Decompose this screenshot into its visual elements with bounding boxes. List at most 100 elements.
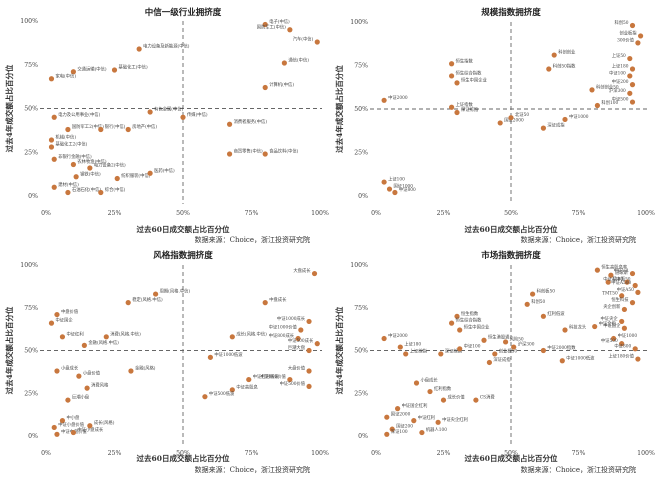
point-label: 道琼斯 <box>615 269 629 276</box>
point-label: 科技龙头 <box>569 323 587 330</box>
y-tick-label: 0% <box>28 433 38 440</box>
point-label: 恒生指数 <box>461 310 479 317</box>
point-label: 红利指数 <box>434 385 452 392</box>
data-point <box>392 189 398 196</box>
data-point <box>627 90 633 96</box>
data-point <box>59 334 66 340</box>
x-tick-label: 100% <box>637 210 655 217</box>
data-point <box>559 358 565 364</box>
data-point <box>298 327 304 333</box>
data-point <box>65 397 71 403</box>
data-point <box>125 126 131 133</box>
point-label: 机器人100 <box>426 426 447 433</box>
data-point <box>619 341 625 347</box>
point-label: 恒生高股息率 <box>601 264 627 271</box>
data-point <box>457 327 463 333</box>
point-label: 科创100 <box>601 99 618 106</box>
data-point <box>70 69 76 75</box>
x-tick-label: 25% <box>108 210 122 217</box>
data-point <box>48 137 55 143</box>
point-label: 国证1000 <box>394 183 414 190</box>
data-point <box>246 376 252 383</box>
data-point <box>147 109 153 115</box>
data-point <box>153 291 159 297</box>
point-label: 机械(中信) <box>55 134 76 141</box>
point-label: 中证A500 <box>611 279 631 286</box>
point-label: 汽车(中信) <box>293 36 314 43</box>
data-point <box>619 293 625 299</box>
data-point <box>54 311 60 318</box>
point-label: 中证100 <box>609 69 626 76</box>
data-point <box>454 80 460 86</box>
x-axis-label: 过去60日成交额占比百分位 <box>137 224 230 234</box>
data-point <box>287 27 293 33</box>
data-point <box>180 114 186 120</box>
data-point <box>48 144 55 150</box>
data-point <box>226 151 233 157</box>
point-label: 非银行金融(中信) <box>58 153 92 160</box>
y-tick-label: 25% <box>354 390 368 397</box>
chart-source: 数据来源：Choice，浙江投资研究院 <box>521 465 636 474</box>
x-tick-label: 100% <box>637 450 655 457</box>
data-point <box>306 368 312 374</box>
x-tick-label: 0% <box>41 450 51 457</box>
data-point <box>65 126 71 133</box>
point-label: 电力设备及新能源(中信) <box>143 43 190 50</box>
point-label: 中证500低波 <box>209 390 235 397</box>
x-tick-label: 75% <box>245 450 259 457</box>
data-point <box>262 21 268 28</box>
data-point <box>381 179 387 185</box>
data-point <box>262 84 268 91</box>
data-point <box>638 33 644 39</box>
data-point <box>386 186 393 192</box>
data-point <box>306 383 312 390</box>
data-point <box>403 351 409 357</box>
y-tick-label: 25% <box>24 390 38 397</box>
data-point <box>384 431 390 437</box>
data-point <box>594 102 601 109</box>
y-tick-label: 75% <box>24 305 38 312</box>
point-label: 中证1000低波 <box>214 351 243 358</box>
data-point <box>621 306 628 313</box>
point-label: 中证小盘价值 <box>58 421 84 428</box>
point-label: 中证小盘成长 <box>77 426 103 433</box>
data-point <box>635 356 641 362</box>
data-point <box>295 335 301 342</box>
data-point <box>530 291 536 297</box>
point-label: 中证2000 <box>388 332 408 339</box>
data-point <box>605 279 611 285</box>
y-tick-label: 0% <box>358 433 368 440</box>
point-label: 上证50 <box>612 52 626 59</box>
point-label: 上证100 <box>388 176 405 183</box>
point-label: 国证2000 <box>504 116 524 123</box>
data-point <box>202 394 208 400</box>
data-point <box>311 270 318 277</box>
point-label: 家电(中信) <box>55 72 76 79</box>
point-label: 银行(中信) <box>105 123 126 130</box>
y-tick-label: 0% <box>358 193 368 200</box>
data-point <box>629 99 636 105</box>
point-label: 金融(风格) <box>135 365 156 372</box>
point-label: 中证1000 <box>618 332 638 339</box>
point-label: 商贸零售(中信) <box>234 148 263 155</box>
point-label: 钢铁(中信) <box>80 170 101 177</box>
point-label: 中证800成长 <box>269 332 295 339</box>
point-label: 中证200 <box>612 78 629 85</box>
point-label: 小盘成长 <box>61 365 79 372</box>
point-label: 综合(中信) <box>105 186 126 193</box>
y-axis-label: 过去4年成交额占比百分位 <box>4 64 14 152</box>
point-label: 中证国企 <box>603 322 621 329</box>
x-tick-label: 25% <box>437 210 451 217</box>
data-point <box>629 270 636 277</box>
point-label: 中证1000低波 <box>566 354 595 361</box>
data-point <box>70 161 76 168</box>
data-point <box>87 423 93 429</box>
data-point <box>619 318 625 325</box>
point-label: 中证A100 <box>603 276 623 283</box>
point-label: 沪深300 <box>518 341 535 348</box>
point-label: 房地产(中信) <box>132 123 157 130</box>
data-point <box>562 116 568 123</box>
data-point <box>511 344 517 350</box>
x-tick-label: 75% <box>572 450 586 457</box>
data-point <box>125 300 131 306</box>
